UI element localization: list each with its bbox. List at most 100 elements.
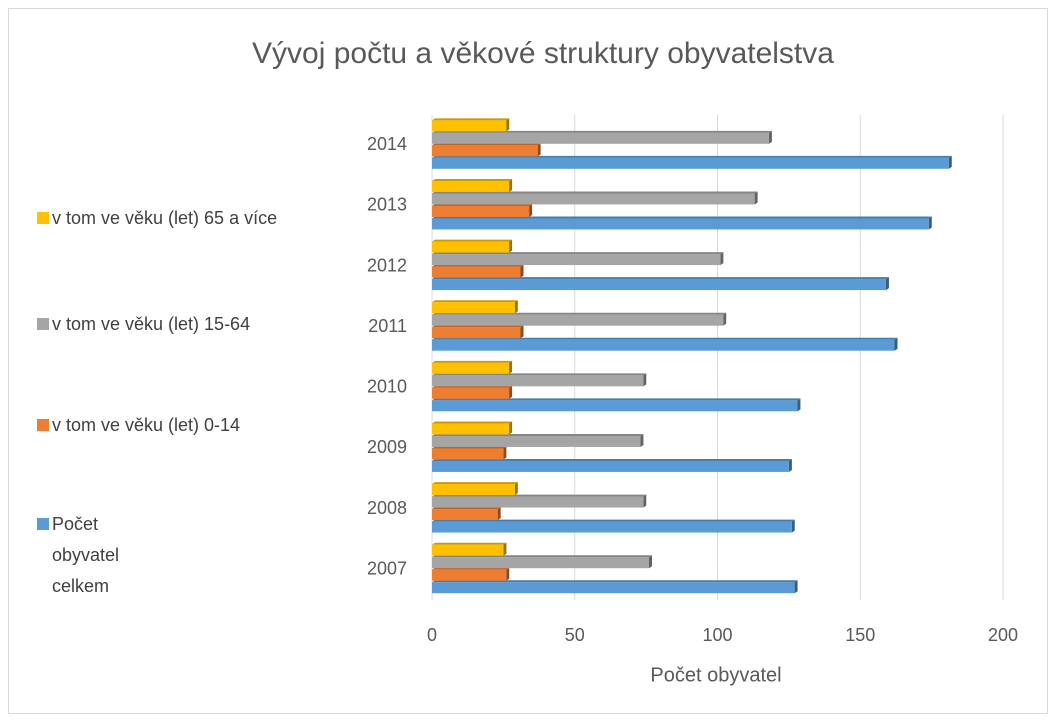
bar-side (794, 580, 798, 594)
bar (432, 484, 515, 496)
bar (432, 157, 949, 169)
bar-side (509, 421, 513, 435)
y-tick-label: 2010 (367, 377, 407, 397)
bar-top (432, 155, 952, 158)
bar-side (948, 155, 952, 169)
y-tick-label: 2013 (367, 195, 407, 215)
bar-side (506, 118, 510, 132)
bar-side (497, 507, 501, 521)
bar-side (643, 494, 647, 508)
bar (432, 339, 895, 351)
bar (432, 362, 510, 374)
bar-top (432, 118, 510, 121)
bar (432, 460, 789, 472)
y-tick-label: 2012 (367, 255, 407, 275)
bar-top (432, 458, 792, 461)
legend-label: v tom ve věku (let) 0-14 (52, 415, 241, 435)
bar-top (432, 130, 772, 133)
bar-side (640, 433, 644, 447)
bar (432, 327, 521, 339)
bar-side (503, 446, 507, 460)
bar-top (432, 277, 889, 280)
bar (432, 254, 721, 266)
legend-label: Počet obyvatel celkem (52, 514, 120, 596)
x-tick-label: 50 (565, 625, 585, 645)
bar (432, 582, 795, 594)
bar (432, 435, 641, 447)
bar-side (648, 555, 652, 569)
bar-side (791, 519, 795, 533)
bar-top (432, 519, 795, 522)
bar-top (432, 482, 518, 485)
bar (432, 205, 530, 217)
bar-side (768, 130, 772, 144)
bar-top (432, 300, 518, 303)
x-tick-label: 0 (427, 625, 437, 645)
bar (432, 241, 510, 253)
x-tick-label: 150 (845, 625, 875, 645)
bar-top (432, 542, 507, 545)
bar-side (520, 264, 524, 278)
bar-side (520, 325, 524, 339)
bar-side (723, 312, 727, 326)
bar-side (788, 458, 792, 472)
x-tick-label: 200 (988, 625, 1018, 645)
legend-swatch (37, 419, 49, 431)
bar-side (514, 300, 518, 314)
bar-top (432, 580, 798, 583)
legend-label: v tom ve věku (let) 15-64 (52, 314, 251, 334)
y-tick-label: 2011 (368, 316, 407, 336)
bar-side (885, 277, 889, 291)
bar-top (432, 337, 898, 340)
legend-swatch (37, 318, 49, 330)
bar-side (509, 178, 513, 192)
y-tick-label: 2007 (367, 558, 407, 578)
bar (432, 448, 504, 460)
bar-side (509, 239, 513, 253)
legend-swatch (37, 518, 49, 530)
bar (432, 400, 798, 412)
bar (432, 314, 724, 326)
bar-side (509, 360, 513, 374)
bar-side (509, 385, 513, 399)
y-tick-label: 2014 (367, 134, 407, 154)
bar-side (894, 337, 898, 351)
bar (432, 375, 644, 387)
bar-top (432, 421, 513, 424)
chart-title: Vývoj počtu a věkové struktury obyvatels… (252, 37, 834, 70)
bar-side (797, 398, 801, 412)
bar (432, 521, 792, 533)
bar-side (754, 191, 758, 205)
bar-top (432, 178, 513, 181)
y-tick-label: 2008 (367, 498, 407, 518)
x-tick-label: 100 (702, 625, 732, 645)
chart-border (8, 8, 1048, 714)
bar (432, 569, 507, 581)
bar (432, 509, 498, 521)
bar-top (432, 360, 513, 363)
bar (432, 557, 649, 569)
bar (432, 193, 755, 205)
bar-top (432, 216, 932, 219)
bar-top (432, 239, 513, 242)
bar (432, 302, 515, 314)
bar (432, 180, 510, 192)
bar-top (432, 191, 758, 194)
bar-top (432, 398, 801, 401)
bar-side (720, 252, 724, 266)
bar (432, 423, 510, 435)
bar (432, 496, 644, 508)
bar-side (928, 216, 932, 230)
bar (432, 120, 507, 132)
bar (432, 132, 769, 144)
bar-side (529, 203, 533, 217)
y-tick-label: 2009 (367, 437, 407, 457)
bar (432, 218, 929, 230)
legend-swatch (37, 212, 49, 224)
bar-side (537, 143, 541, 157)
bar (432, 145, 538, 157)
x-axis-label: Počet obyvatel (650, 664, 781, 686)
bar (432, 544, 504, 556)
bar-side (506, 567, 510, 581)
